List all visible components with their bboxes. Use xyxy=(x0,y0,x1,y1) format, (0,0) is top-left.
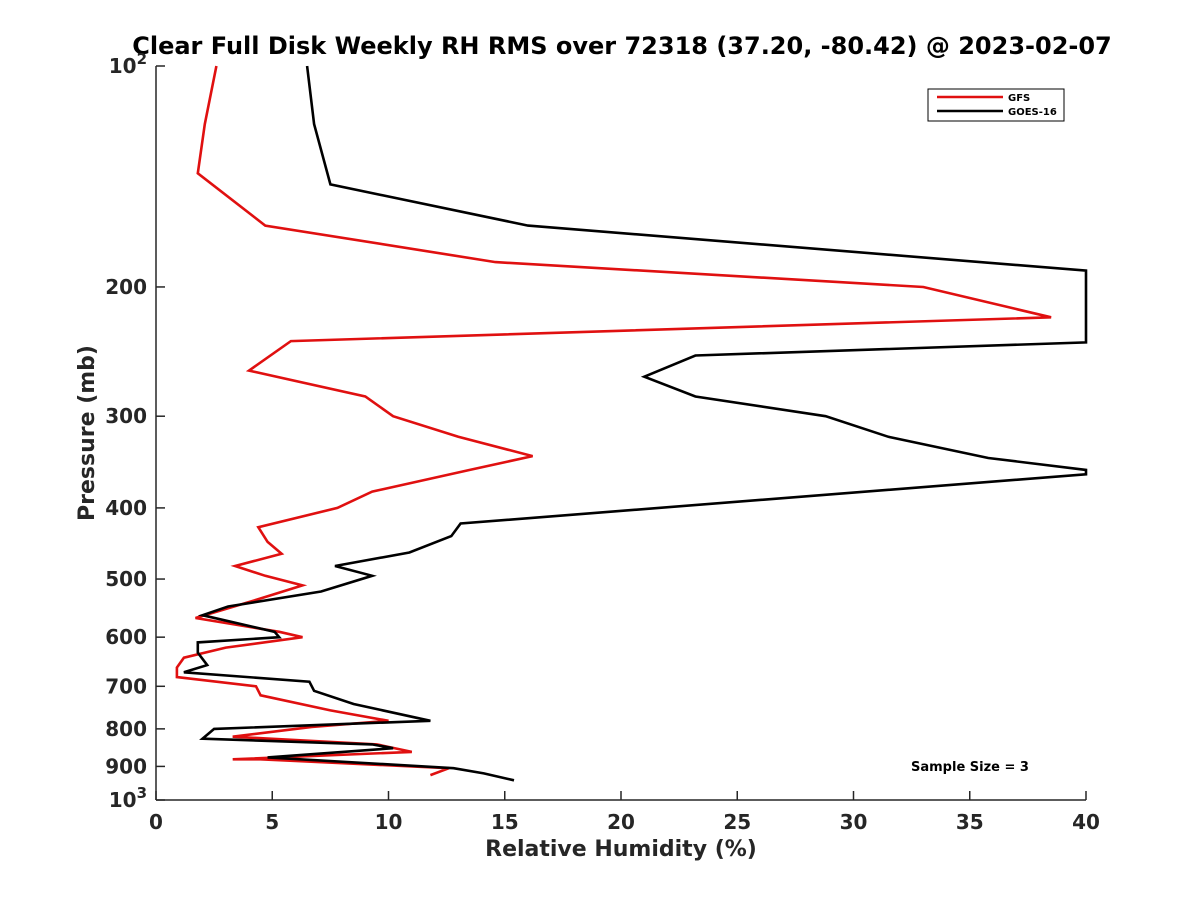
x-tick-label: 20 xyxy=(607,810,635,834)
x-axis-label: Relative Humidity (%) xyxy=(485,837,757,862)
series-layer xyxy=(175,65,1088,782)
legend: GFS GOES-16 xyxy=(927,88,1065,122)
y-tick-label: 300 xyxy=(105,404,147,428)
y-tick-label: 600 xyxy=(105,625,147,649)
x-axis-ticks: 0 5 10 15 20 25 30 35 40 xyxy=(149,791,1100,834)
x-tick-label: 0 xyxy=(149,810,163,834)
plot-area-frame xyxy=(156,66,1086,800)
y-tick-label: 900 xyxy=(105,754,147,778)
x-tick-label: 40 xyxy=(1072,810,1100,834)
legend-label-gfs: GFS xyxy=(1008,93,1030,104)
x-tick-label: 5 xyxy=(265,810,279,834)
legend-label-goes-16: GOES-16 xyxy=(1008,107,1057,118)
sample-size-annotation: Sample Size = 3 xyxy=(911,760,1029,775)
y-tick-label: 200 xyxy=(105,275,147,299)
x-tick-label: 10 xyxy=(375,810,403,834)
legend-box xyxy=(927,88,1065,122)
series-line-goes-16 xyxy=(183,65,1088,782)
y-tick-label: 102 xyxy=(109,50,147,78)
x-tick-label: 15 xyxy=(491,810,519,834)
chart-title: Clear Full Disk Weekly RH RMS over 72318… xyxy=(132,32,1112,60)
y-tick-label: 800 xyxy=(105,717,147,741)
y-tick-label: 700 xyxy=(105,674,147,698)
y-tick-label: 400 xyxy=(105,496,147,520)
y-axis-ticks: 102 200 300 400 500 600 700 800 900 103 xyxy=(105,50,165,812)
series-line-gfs xyxy=(175,65,1052,777)
y-tick-label: 500 xyxy=(105,567,147,591)
x-tick-label: 25 xyxy=(723,810,751,834)
y-tick-label: 103 xyxy=(109,784,147,812)
x-tick-label: 35 xyxy=(956,810,984,834)
x-tick-label: 30 xyxy=(840,810,868,834)
y-axis-label: Pressure (mb) xyxy=(75,345,100,521)
